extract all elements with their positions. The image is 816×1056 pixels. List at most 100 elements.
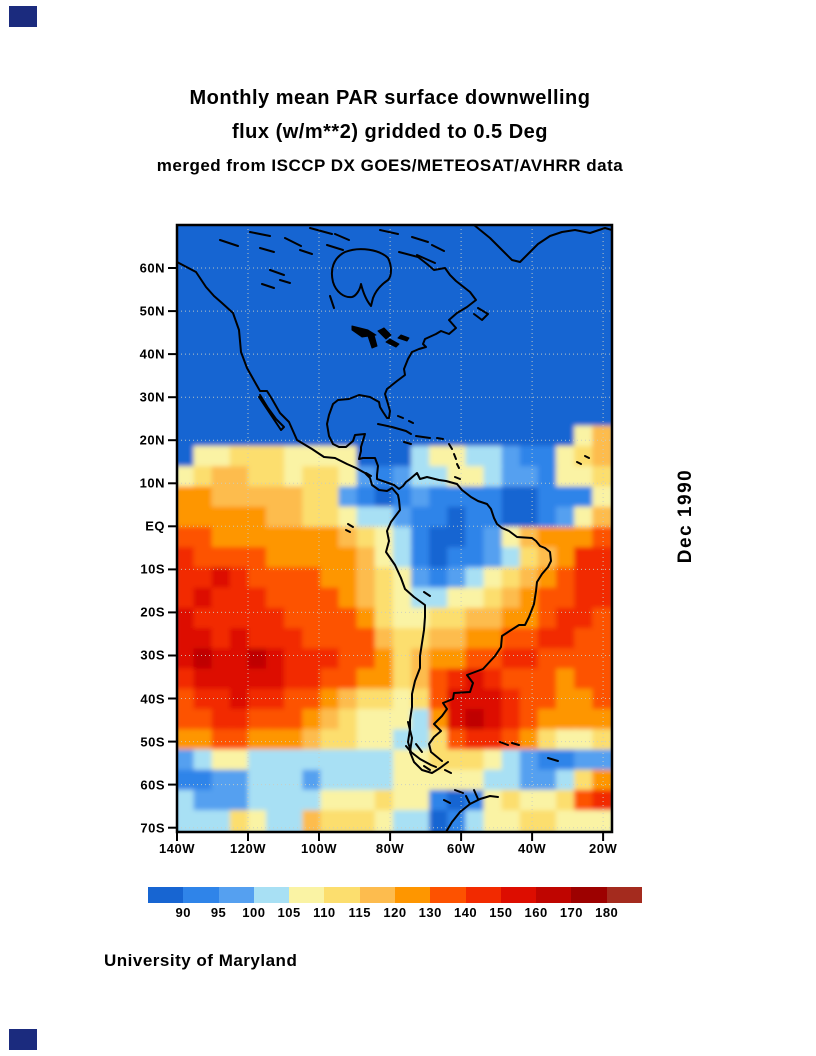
heatmap-cell xyxy=(338,225,360,247)
heatmap-cell xyxy=(519,810,542,832)
coastline-path xyxy=(393,472,552,762)
heatmap-cell xyxy=(211,284,233,308)
par-flux-map xyxy=(168,223,614,841)
heatmap-cell xyxy=(574,506,596,531)
heatmap-cell xyxy=(519,729,542,753)
heatmap-cell xyxy=(592,243,612,268)
lat-tick-label: 10S xyxy=(140,561,165,577)
heatmap-cell xyxy=(177,225,197,247)
heatmap-cell xyxy=(356,729,378,753)
heatmap-cell xyxy=(374,688,397,713)
heatmap-cell xyxy=(392,466,415,490)
heatmap-cell xyxy=(229,425,252,450)
heatmap-cell xyxy=(177,688,197,713)
heatmap-cell xyxy=(338,506,360,531)
colorbar-label: 90 xyxy=(175,905,192,920)
heatmap-cell xyxy=(247,263,270,288)
heatmap-cell xyxy=(556,587,578,612)
heatmap-cell xyxy=(193,789,215,814)
heatmap-cell xyxy=(193,587,215,612)
heatmap-cell xyxy=(429,284,451,308)
heatmap-cell xyxy=(302,425,324,450)
heatmap-cell xyxy=(247,284,270,308)
colorbar-label: 160 xyxy=(524,905,548,920)
heatmap-cell xyxy=(447,284,469,308)
heatmap-cell xyxy=(592,526,612,551)
heatmap-cell xyxy=(211,749,233,773)
heatmap-cell xyxy=(193,466,215,490)
heatmap-cell xyxy=(193,385,215,409)
heatmap-cell xyxy=(374,587,397,612)
heatmap-cell xyxy=(338,304,360,328)
heatmap-cell xyxy=(284,749,306,773)
coastline-path xyxy=(330,248,392,307)
heatmap-cell xyxy=(411,607,433,632)
heatmap-cell xyxy=(501,648,523,672)
heatmap-cell xyxy=(465,526,487,551)
heatmap-cell xyxy=(556,729,578,753)
heatmap-cell xyxy=(284,789,306,814)
heatmap-cell xyxy=(211,810,233,832)
lat-tick-label: 40N xyxy=(139,346,165,362)
heatmap-cell xyxy=(501,365,523,389)
heatmap-cell xyxy=(302,506,324,531)
heatmap-cell xyxy=(374,445,397,470)
heatmap-cell xyxy=(537,445,560,470)
heatmap-cell xyxy=(592,769,612,794)
heatmap-cell xyxy=(447,324,469,348)
heatmap-cell xyxy=(537,344,560,369)
heatmap-cell xyxy=(320,466,342,490)
heatmap-cell xyxy=(284,526,306,551)
lake-shape xyxy=(377,327,392,340)
heatmap-cell xyxy=(411,709,433,733)
heatmap-cell xyxy=(537,547,560,571)
heatmap-cell xyxy=(574,668,596,692)
heatmap-cell xyxy=(320,405,342,429)
heatmap-cell xyxy=(177,567,197,591)
heatmap-cell xyxy=(177,587,197,612)
heatmap-cell xyxy=(284,466,306,490)
heatmap-cell xyxy=(374,425,397,450)
heatmap-cell xyxy=(574,810,596,832)
heatmap-cell xyxy=(447,263,469,288)
heatmap-cell xyxy=(229,243,252,268)
heatmap-cell xyxy=(447,526,469,551)
heatmap-cell xyxy=(501,749,523,773)
heatmap-cell xyxy=(411,547,433,571)
heatmap-cell xyxy=(302,284,324,308)
heatmap-cell xyxy=(411,324,433,348)
heatmap-cell xyxy=(211,526,233,551)
heatmap-cell xyxy=(592,547,612,571)
heatmap-cell xyxy=(574,648,596,672)
heatmap-cell xyxy=(193,344,215,369)
heatmap-cell xyxy=(374,567,397,591)
heatmap-cell xyxy=(411,365,433,389)
heatmap-cell xyxy=(356,789,378,814)
heatmap-cell xyxy=(519,324,542,348)
heatmap-cell xyxy=(501,445,523,470)
heatmap-cell xyxy=(193,648,215,672)
heatmap-cell xyxy=(266,506,288,531)
heatmap-cell xyxy=(556,526,578,551)
heatmap-cell xyxy=(374,789,397,814)
lake-shape xyxy=(385,338,400,348)
heatmap-cell xyxy=(465,425,487,450)
heatmap-cell xyxy=(411,729,433,753)
heatmap-cell xyxy=(320,749,342,773)
heatmap-cell xyxy=(556,344,578,369)
heatmap-cell xyxy=(592,405,612,429)
heatmap-cell xyxy=(429,648,451,672)
heatmap-cell xyxy=(229,688,252,713)
heatmap-cell xyxy=(483,547,505,571)
heatmap-cell xyxy=(574,425,596,450)
heatmap-cell xyxy=(501,263,523,288)
heatmap-cell xyxy=(177,425,197,450)
heatmap-cell xyxy=(266,547,288,571)
lat-tick-label: 30S xyxy=(140,647,165,663)
heatmap-cell xyxy=(447,789,469,814)
heatmap-cell xyxy=(483,243,505,268)
heatmap-cell xyxy=(247,628,270,652)
heatmap-cell xyxy=(302,567,324,591)
heatmap-cell xyxy=(556,607,578,632)
heatmap-cell xyxy=(537,365,560,389)
